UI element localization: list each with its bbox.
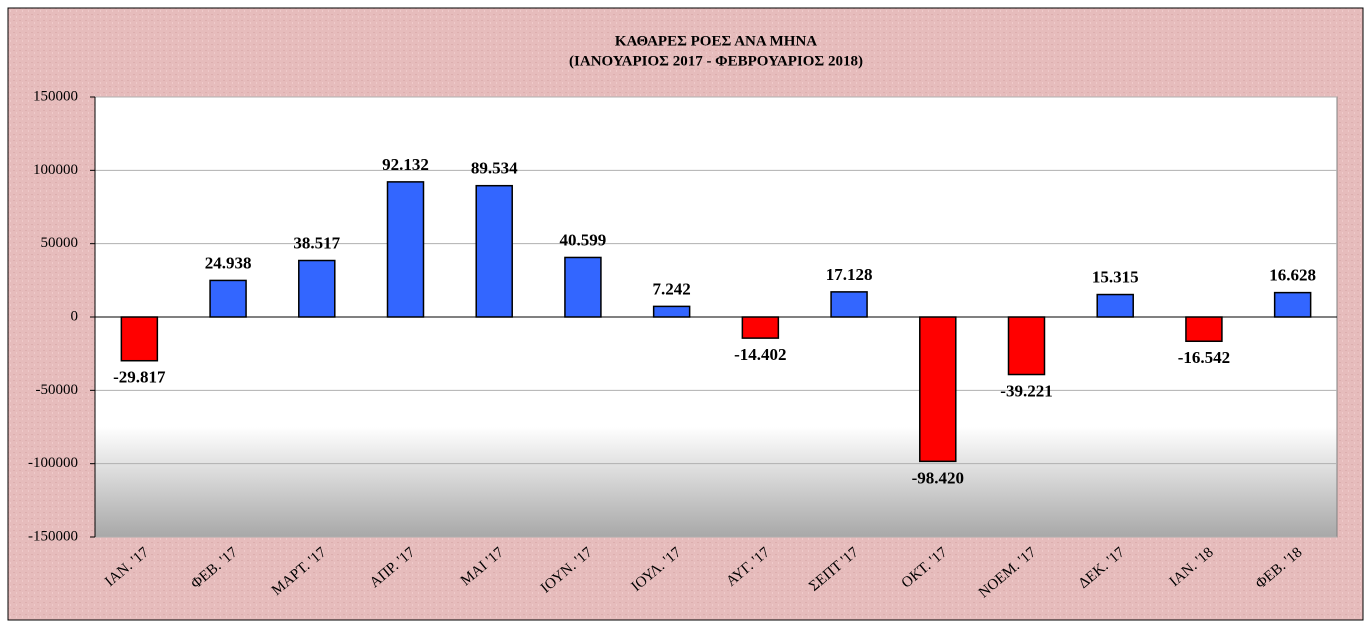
value-label: 38.517	[293, 233, 340, 252]
bar	[475, 184, 513, 318]
value-label: 40.599	[560, 230, 607, 249]
bar	[919, 316, 957, 463]
value-label: 24.938	[205, 253, 252, 272]
bar	[298, 259, 336, 318]
bar	[830, 291, 868, 318]
y-tick-label: 50000	[41, 235, 79, 251]
bar	[652, 305, 691, 318]
value-label: 17.128	[826, 265, 873, 284]
bar	[741, 316, 780, 339]
y-tick-label: -50000	[36, 382, 79, 398]
value-label: -16.542	[1178, 348, 1230, 367]
y-tick-label: -150000	[28, 528, 78, 544]
value-label: -39.221	[1000, 381, 1052, 400]
chart-subtitle: (ΙΑΝΟΥΑΡΙΟΣ 2017 - ΦΕΒΡΟΥΑΡΙΟΣ 2018)	[569, 53, 863, 69]
value-label: -98.420	[912, 468, 964, 487]
bar	[1273, 291, 1312, 318]
chart-title: ΚΑΘΑΡΕΣ ΡΟΕΣ ΑΝΑ ΜΗΝΑ	[615, 33, 817, 49]
bar	[1185, 316, 1223, 343]
bar	[564, 256, 602, 318]
bar	[209, 279, 247, 318]
y-tick-label: -100000	[28, 455, 78, 471]
value-label: 7.242	[653, 279, 691, 298]
y-tick-label: 0	[71, 308, 79, 324]
bar	[120, 316, 159, 362]
bar	[1096, 293, 1134, 318]
bar	[1007, 316, 1046, 376]
value-label: 16.628	[1269, 266, 1316, 285]
value-label: 92.132	[382, 155, 429, 174]
value-label: 89.534	[471, 159, 518, 178]
value-label: -29.817	[113, 368, 166, 387]
value-label: -14.402	[734, 345, 786, 364]
y-tick-label: 150000	[33, 88, 78, 104]
y-tick-label: 100000	[33, 162, 78, 178]
bar	[386, 181, 425, 318]
value-label: 15.315	[1092, 267, 1139, 286]
